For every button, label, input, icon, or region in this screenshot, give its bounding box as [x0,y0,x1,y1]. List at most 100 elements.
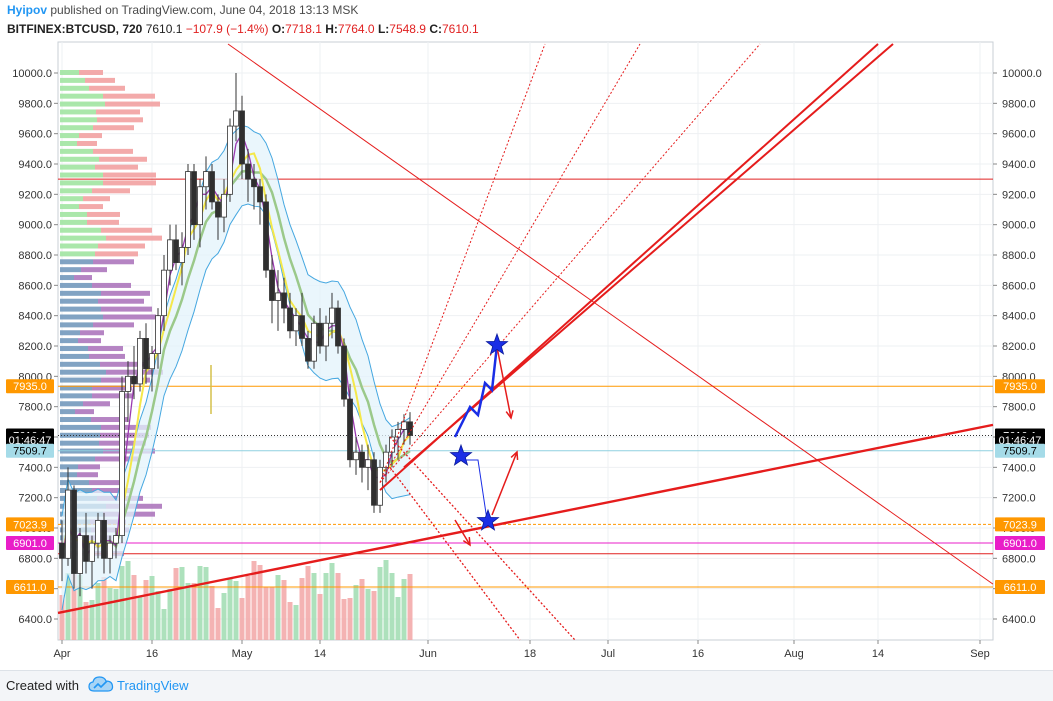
volume-bar [281,580,287,640]
volume-bar [227,578,233,640]
star-icon [449,443,473,466]
volume-profile-bar-down [74,275,92,281]
y-tick-label-right: 9800.0 [1002,98,1036,110]
arrow-up [491,451,518,516]
tradingview-cloud-icon[interactable] [88,675,114,695]
candle-body [287,307,293,332]
price-badge-left [6,379,54,394]
projection-line [389,436,576,641]
volume-profile-bar-down [103,180,156,186]
open-value: 7718.1 [285,22,322,36]
fan-line [379,43,761,483]
star-annotations [449,332,509,531]
candle-body [323,322,329,347]
y-tick-label-right: 9200.0 [1002,189,1036,201]
volume-bar [233,581,239,640]
volume-profile-bar-down [93,322,134,328]
volume-profile-bar-down [91,417,128,423]
candle-body [365,459,371,468]
candle-body [101,520,107,559]
volume-profile-bar-up [60,385,92,391]
star-icon [485,332,509,355]
volume-profile-bar-down [93,259,134,265]
y-tick-label-right: 6800.0 [1002,553,1036,565]
volume-profile-bar-up [60,235,106,241]
close-value: 7610.1 [441,22,479,36]
price-badge-right [995,379,1045,394]
price-badge-label-left: 6611.0 [14,582,47,594]
volume-profile-bar-down [96,109,140,115]
trendline-support [57,423,994,615]
volume-profile-bar-down [78,464,100,470]
volume-profile-bar-down [93,148,133,154]
volume-profile-bar-down [87,219,119,225]
volume-bar [407,574,413,640]
y-tick-label-right: 8400.0 [1002,311,1036,323]
trendline-downtrend [227,43,994,585]
volume-profile-bar-up [60,109,96,115]
volume-profile-bar-up [60,243,98,249]
candle-body [89,542,95,562]
price-badge-label-right: 7935.0 [1003,381,1037,393]
candle-body [395,429,401,438]
volume-profile-bar-up [60,259,93,265]
y-tick-label-left: 9600.0 [18,129,52,141]
candle-body [107,542,113,559]
author-name[interactable]: Hyipov [7,3,48,17]
volume-bar [323,573,329,640]
candle-body [359,451,365,468]
y-tick-label-left: 10000.0 [12,68,52,80]
volume-profile-bar-down [92,487,131,493]
candle-body [77,535,83,574]
candle-body [59,542,65,559]
arrow-down-head [505,410,514,420]
price-badge-label-right: 6611.0 [1004,582,1037,594]
candle-body [191,171,197,226]
volume-profile-bar-down [97,117,143,123]
horizontal-levels [58,178,993,588]
volume-bar [287,602,293,640]
candle-body [143,338,149,370]
publish-info: published on TradingView.com, June 04, 2… [50,3,359,17]
volume-profile-bar-down [79,204,103,210]
volume-profile-bar-down [89,480,125,486]
volume-bar [311,573,317,640]
volume-profile-bar-down [98,243,145,249]
volume-bar [395,597,401,640]
y-tick-label-right: 9400.0 [1002,159,1036,171]
volume-bar [365,589,371,640]
candle-body [83,535,89,562]
tradingview-brand-link[interactable]: TradingView [117,678,189,693]
projection-line [389,466,521,641]
volume-bar [263,587,269,640]
x-tick-label: 16 [146,648,158,660]
volume-bar [335,573,341,640]
volume-profile-bar-up [60,133,79,139]
volume-bar [83,602,89,640]
volume-bar [359,579,365,640]
price-chart[interactable]: 6400.06400.06600.06600.06800.06800.07000… [0,40,1053,670]
volume-profile-bar-down [103,172,156,178]
volume-profile-bar-up [60,306,101,312]
volume-bar [167,589,173,640]
candle-body [119,391,125,536]
volume-bar [215,608,221,640]
volume-profile-bar-down [99,156,147,162]
volume-profile-bar-up [60,322,93,328]
band-fill [62,125,410,610]
volume-profile-bar-up [60,282,92,288]
candle-body [173,239,179,263]
volume-profile-bar-down [105,101,160,107]
candle-body [407,421,413,436]
high-label: H: [325,22,338,36]
volume-profile-bar-down [77,472,98,478]
volume-profile-bar-up [60,401,83,407]
price-badge-label-left: 7023.9 [13,519,47,531]
star-icon [476,508,500,531]
candle-body [137,338,143,385]
volume-profile-bar-up [60,377,101,383]
candle-body [263,201,269,271]
volume-bar [353,585,359,640]
time-axis[interactable]: Apr 16 May 14 Jun 18 Jul 16 Aug 14 Sep [53,640,990,660]
candle-body [155,315,161,354]
